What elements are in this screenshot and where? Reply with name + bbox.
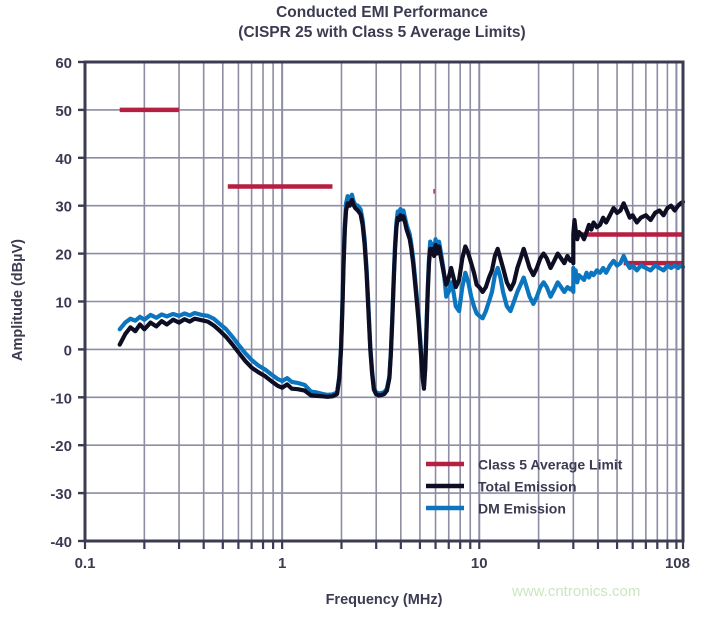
y-tick-label: 40	[55, 151, 72, 168]
y-tick-label: 60	[55, 55, 72, 72]
x-tick-label: 10	[471, 555, 488, 572]
chart-subtitle: (CISPR 25 with Class 5 Average Limits)	[238, 24, 525, 41]
x-tick-label: 1	[278, 555, 286, 572]
total-emission-series	[117, 197, 686, 399]
limit-line-series	[119, 107, 683, 266]
y-tick-label: -20	[50, 438, 72, 455]
watermark-text: www.cntronics.com	[511, 583, 640, 600]
x-tick-label: 0.1	[75, 555, 96, 572]
x-axis-label: Frequency (MHz)	[326, 592, 443, 608]
y-tick-label: 30	[55, 199, 72, 216]
legend-label: Class 5 Average Limit	[478, 457, 623, 473]
x-axis-tick-labels: 0.1 1 10 108	[75, 555, 690, 572]
y-tick-label: -10	[50, 390, 72, 407]
y-tick-label: -40	[50, 534, 72, 551]
chart-legend: Class 5 Average Limit Total Emission DM Em…	[426, 457, 623, 517]
y-axis-tick-labels: 60 50 40 30 20 10 0 -10 -20 -30 -40	[50, 55, 72, 551]
y-tick-label: -30	[50, 486, 72, 503]
grid-lines	[85, 62, 683, 541]
y-tick-label: 20	[55, 247, 72, 264]
chart-title: Conducted EMI Performance	[276, 4, 488, 21]
y-tick-label: 50	[55, 103, 72, 120]
y-tick-label: 10	[55, 295, 72, 312]
legend-label: DM Emission	[478, 501, 566, 517]
y-axis-label: Amplitude (dBµV)	[10, 239, 26, 361]
legend-label: Total Emission	[478, 479, 577, 495]
x-tick-label: 108	[665, 555, 690, 572]
y-tick-label: 0	[64, 342, 72, 359]
axis-ticks	[78, 60, 685, 549]
